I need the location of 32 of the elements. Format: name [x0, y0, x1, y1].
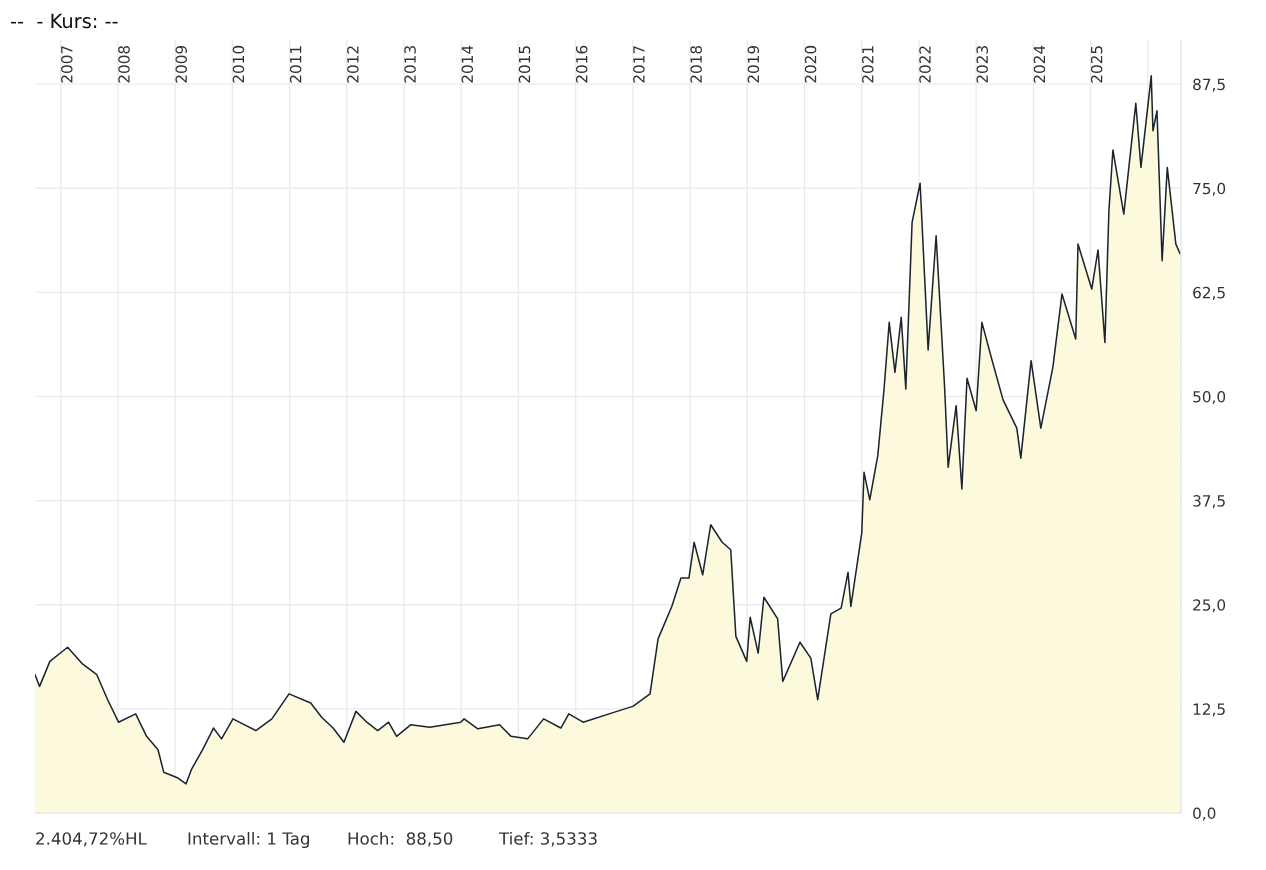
y-tick-label: 25,0: [1193, 599, 1226, 613]
x-tick-label: 2022: [919, 46, 931, 83]
y-tick-label: 87,5: [1193, 78, 1225, 92]
x-tick-label: 2010: [232, 45, 245, 83]
x-tick-label: 2017: [633, 46, 645, 83]
x-tick-label: 2014: [461, 45, 474, 83]
y-tick-label: 37,5: [1193, 495, 1225, 509]
x-tick-label: 2009: [175, 45, 187, 83]
x-tick-label: 2012: [347, 46, 359, 83]
x-tick-label: 2024: [1033, 45, 1046, 83]
x-tick-label: 2025: [1090, 46, 1103, 83]
y-tick-label: 75,0: [1193, 182, 1226, 196]
x-tick-label: 2023: [976, 46, 988, 83]
x-tick-label: 2015: [518, 46, 531, 83]
text: Hoch: 88,50: [348, 831, 453, 847]
x-tick-label: 2008: [118, 45, 130, 83]
y-tick-label: 12,5: [1193, 703, 1225, 717]
y-tick-label: 62,5: [1193, 286, 1225, 300]
x-tick-label: 2019: [747, 45, 760, 83]
x-tick-label: 2013: [404, 46, 416, 83]
y-tick-label: 50,0: [1193, 390, 1226, 405]
x-tick-label: 2020: [804, 45, 817, 83]
chart-title: -- - Kurs: --: [10, 13, 118, 29]
x-tick-label: 2021: [862, 46, 874, 83]
text: Tief: 3,5333: [498, 831, 597, 847]
x-tick-label: 2016: [575, 45, 588, 83]
y-tick-label: 0,0: [1193, 807, 1216, 821]
x-tick-label: 2011: [289, 46, 302, 83]
text: 2.404,72%HL: [36, 832, 147, 847]
x-tick-label: 2018: [690, 45, 702, 83]
text: Intervall: 1 Tag: [188, 831, 309, 849]
x-tick-label: 2007: [61, 46, 73, 83]
